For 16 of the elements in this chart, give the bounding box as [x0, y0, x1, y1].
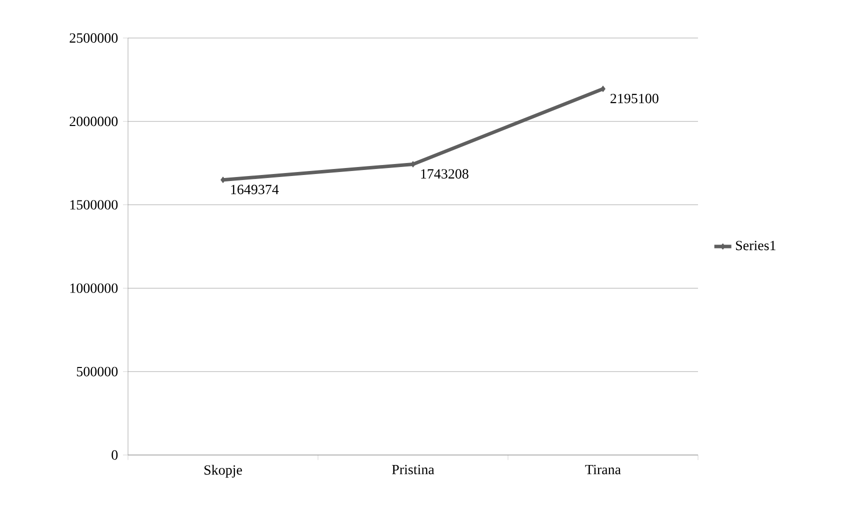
legend-label: Series1 [736, 240, 776, 250]
y-tick-label: 0 [112, 450, 118, 460]
y-tick-label: 1500000 [70, 200, 118, 210]
point [410, 160, 416, 168]
data-label: 1743208 [421, 169, 468, 179]
y-tick-label: 2500000 [70, 33, 118, 43]
x-tick-label: Skopje [204, 464, 242, 478]
point [220, 176, 226, 184]
data-label: 1649374 [231, 184, 279, 194]
point [600, 86, 606, 92]
y-tick-label: 2000000 [70, 116, 118, 126]
x-tick-label: Pristina [392, 464, 434, 474]
y-tick-label: 1000000 [70, 283, 118, 293]
y-tick-label: 500000 [76, 366, 118, 376]
data-label: 2195100 [610, 94, 658, 104]
x-tick-label: Tirana [585, 464, 621, 474]
